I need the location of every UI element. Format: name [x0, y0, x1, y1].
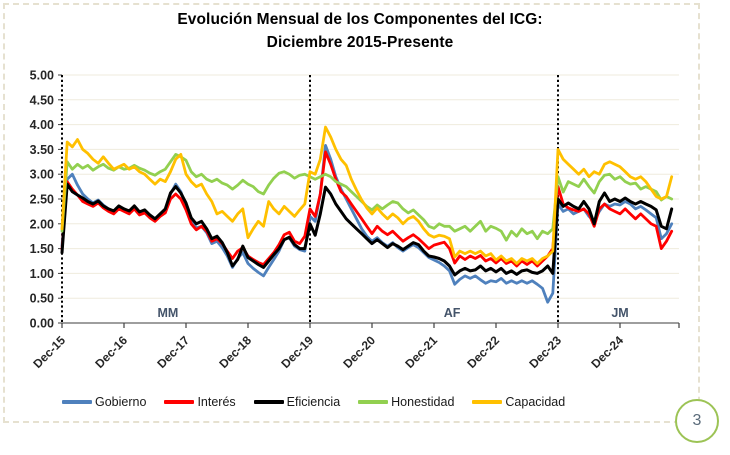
- x-axis-tick-label: Dec-19: [278, 333, 316, 371]
- x-axis-tick-label: Dec-16: [92, 333, 130, 371]
- y-axis-tick-label: 3.50: [30, 143, 54, 157]
- interes-line-swatch: [164, 400, 195, 404]
- y-axis-tick-label: 0.00: [30, 317, 54, 331]
- legend-label: Interés: [197, 395, 236, 409]
- capacidad-line-swatch: [472, 400, 503, 404]
- y-axis-tick-label: 4.00: [30, 118, 54, 132]
- series-line-interes: [60, 150, 674, 268]
- legend-item-capacidad: Capacidad: [472, 395, 565, 409]
- x-axis-tick-label: Dec-17: [154, 333, 192, 371]
- y-axis-tick-label: 3.00: [30, 168, 54, 182]
- x-axis-tick-label: Dec-20: [340, 333, 378, 371]
- legend-item-interes: Interés: [164, 395, 236, 409]
- x-axis-tick-label: Dec-21: [402, 333, 440, 371]
- page-number: 3: [692, 412, 702, 429]
- page-number-badge: 3: [675, 399, 719, 443]
- chart-title-line2: Diciembre 2015-Presente: [266, 34, 454, 51]
- y-axis-tick-label: 2.50: [30, 193, 54, 207]
- legend-label: Eficiencia: [286, 395, 341, 409]
- y-axis-tick-label: 1.50: [30, 242, 54, 256]
- y-axis-tick-label: 5.00: [30, 69, 54, 83]
- x-axis-tick-label: Dec-24: [588, 333, 626, 371]
- x-axis-tick-label: Dec-18: [216, 333, 254, 371]
- series-line-capacidad: [60, 125, 674, 265]
- period-label-jm: JM: [611, 306, 628, 320]
- x-axis-tick-label: Dec-15: [30, 333, 68, 371]
- honestidad-line-swatch: [358, 400, 389, 404]
- period-label-af: AF: [444, 306, 461, 320]
- legend-item-eficiencia: Eficiencia: [253, 395, 341, 409]
- x-axis-tick-label: Dec-22: [464, 333, 502, 371]
- y-axis-tick-label: 0.50: [30, 292, 54, 306]
- y-axis-tick-label: 4.50: [30, 93, 54, 107]
- y-axis-tick-label: 1.00: [30, 267, 54, 281]
- x-axis-tick-label: Dec-23: [526, 333, 564, 371]
- y-axis-tick-label: 2.00: [30, 217, 54, 231]
- chart-title-line1: Evolución Mensual de los Componentes del…: [177, 11, 543, 28]
- legend-item-honestidad: Honestidad: [358, 395, 454, 409]
- chart-legend: Gobierno Interés Eficiencia Honestidad C…: [62, 393, 565, 411]
- gobierno-line-swatch: [62, 400, 92, 404]
- chart-title: Evolución Mensual de los Componentes del…: [0, 8, 720, 54]
- legend-label: Gobierno: [95, 395, 147, 409]
- period-label-mm: MM: [158, 306, 179, 320]
- legend-label: Capacidad: [505, 395, 566, 409]
- series-line-eficiencia: [60, 182, 674, 277]
- legend-item-gobierno: Gobierno: [62, 395, 146, 409]
- legend-label: Honestidad: [391, 395, 455, 409]
- eficiencia-line-swatch: [253, 400, 284, 404]
